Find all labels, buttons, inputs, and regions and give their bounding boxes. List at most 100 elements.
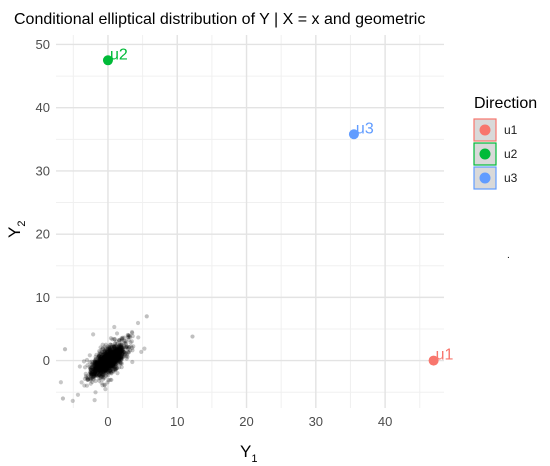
sample-point: [111, 362, 116, 367]
sample-point: [108, 367, 113, 372]
sample-point: [116, 354, 121, 359]
sample-point: [116, 348, 121, 354]
sample-point: [102, 363, 107, 368]
sample-point: [118, 351, 123, 356]
sample-point: [105, 361, 111, 366]
sample-point: [103, 373, 109, 378]
sample-point: [107, 364, 112, 369]
sample-point: [97, 372, 102, 377]
sample-point: [107, 359, 112, 364]
sample-point: [108, 360, 113, 365]
sample-point: [108, 359, 113, 364]
sample-point: [101, 354, 106, 359]
sample-point: [108, 356, 113, 361]
sample-point: [98, 359, 104, 364]
sample-point: [102, 357, 107, 362]
sample-point: [102, 360, 107, 365]
sample-point: [92, 371, 97, 376]
sample-point: [112, 349, 118, 354]
sample-point: [111, 360, 116, 365]
sample-point: [97, 360, 103, 365]
sample-point: [88, 371, 94, 377]
sample-point: [118, 349, 123, 354]
sample-point: [98, 367, 103, 372]
sample-point: [99, 360, 104, 366]
sample-point: [99, 359, 104, 364]
sample-point: [89, 370, 94, 375]
sample-point: [113, 355, 118, 360]
sample-point: [103, 356, 108, 361]
sample-point: [100, 361, 106, 366]
sample-point: [92, 364, 97, 370]
sample-point: [113, 348, 119, 353]
sample-point: [89, 367, 94, 372]
sample-point: [142, 346, 147, 351]
sample-point: [97, 363, 102, 368]
sample-point: [112, 356, 117, 362]
sample-point: [98, 357, 103, 362]
sample-point: [118, 347, 123, 352]
sample-point: [105, 354, 110, 359]
sample-point: [110, 355, 115, 360]
sample-point: [117, 351, 122, 357]
sample-point: [110, 357, 115, 362]
sample-point: [99, 358, 105, 363]
sample-point: [70, 398, 75, 403]
sample-point: [92, 398, 97, 403]
sample-point: [106, 361, 111, 367]
sample-point: [92, 362, 97, 367]
sample-point: [110, 355, 115, 360]
sample-point: [100, 351, 106, 356]
sample-point: [100, 383, 105, 388]
sample-point: [103, 359, 109, 364]
sample-point: [101, 358, 106, 363]
sample-point: [112, 345, 117, 350]
sample-point: [110, 357, 115, 362]
sample-point: [108, 354, 113, 359]
sample-point: [104, 355, 109, 360]
sample-point: [116, 348, 121, 353]
sample-point: [97, 366, 102, 371]
sample-point: [99, 363, 104, 368]
sample-point: [112, 353, 117, 359]
sample-point: [100, 362, 105, 367]
sample-point: [101, 358, 106, 363]
sample-point: [112, 350, 118, 355]
sample-point: [102, 356, 108, 361]
sample-point: [85, 374, 90, 379]
sample-point: [100, 358, 106, 363]
sample-point: [103, 369, 108, 374]
sample-point: [100, 365, 105, 370]
sample-point: [90, 359, 96, 365]
sample-point: [103, 356, 108, 361]
sample-point: [96, 362, 101, 367]
sample-point: [108, 362, 113, 367]
sample-point: [92, 371, 97, 376]
sample-point: [109, 362, 114, 367]
sample-point: [106, 354, 111, 359]
sample-point: [102, 354, 107, 359]
sample-point: [117, 354, 122, 359]
sample-point: [115, 341, 120, 347]
sample-point: [123, 351, 128, 356]
sample-point: [102, 361, 107, 366]
sample-point: [105, 363, 111, 368]
sample-point: [109, 370, 114, 375]
sample-point: [101, 358, 106, 364]
sample-point: [97, 365, 102, 370]
legend-label-u2: u2: [504, 147, 518, 161]
sample-point: [89, 368, 94, 373]
sample-point: [109, 351, 114, 357]
sample-point: [106, 360, 112, 366]
sample-point: [99, 360, 104, 365]
sample-point: [111, 360, 116, 365]
sample-point: [108, 359, 113, 365]
sample-point: [107, 351, 113, 356]
sample-point: [98, 360, 103, 366]
sample-point: [97, 359, 103, 365]
sample-point: [97, 363, 102, 368]
sample-point: [103, 357, 108, 362]
sample-point: [108, 359, 114, 364]
sample-point: [120, 348, 125, 353]
sample-point: [113, 349, 118, 354]
